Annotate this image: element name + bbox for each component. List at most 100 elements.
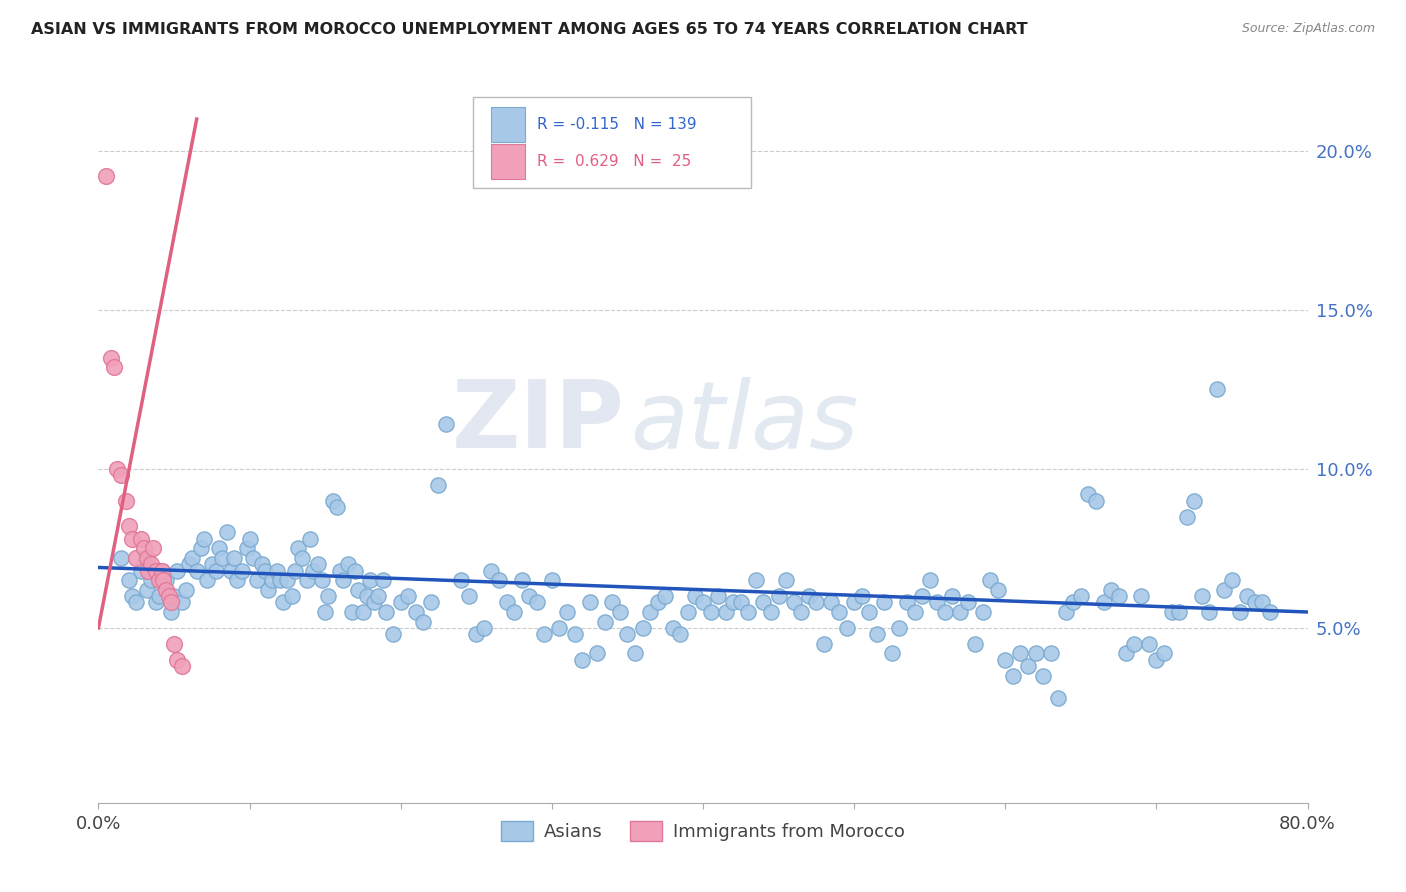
Point [434, 417, 457, 432]
Point [100, 351, 122, 365]
Point [1099, 582, 1122, 597]
Point [190, 541, 212, 556]
Point [1108, 589, 1130, 603]
Point [768, 589, 790, 603]
Point [118, 519, 141, 533]
Text: R =  0.629   N =  25: R = 0.629 N = 25 [537, 153, 692, 169]
Point [631, 621, 654, 635]
Point [896, 595, 918, 609]
Point [638, 605, 661, 619]
Point [1092, 595, 1115, 609]
Point [311, 573, 333, 587]
Point [1168, 605, 1191, 619]
Point [193, 532, 215, 546]
Point [533, 627, 555, 641]
Point [276, 573, 298, 587]
Point [121, 532, 143, 546]
Point [360, 573, 382, 587]
Point [1236, 589, 1258, 603]
Point [215, 525, 238, 540]
Point [1160, 605, 1182, 619]
Point [965, 637, 987, 651]
Point [1122, 637, 1144, 651]
Point [356, 589, 378, 603]
Point [752, 595, 775, 609]
Point [235, 541, 257, 556]
Point [246, 573, 269, 587]
Point [342, 605, 364, 619]
Point [488, 573, 510, 587]
Point [389, 595, 412, 609]
Point [314, 605, 336, 619]
Point [987, 582, 1010, 597]
Point [1115, 646, 1137, 660]
Bar [492, 107, 526, 142]
Point [145, 595, 167, 609]
Point [555, 605, 578, 619]
Point [125, 595, 148, 609]
Text: Source: ZipAtlas.com: Source: ZipAtlas.com [1241, 22, 1375, 36]
Point [121, 589, 143, 603]
Point [1070, 589, 1092, 603]
Point [979, 573, 1001, 587]
Point [790, 605, 813, 619]
Point [159, 589, 181, 603]
Point [927, 595, 949, 609]
Point [503, 605, 526, 619]
Point [224, 550, 246, 565]
Point [1220, 573, 1243, 587]
Point [201, 558, 224, 572]
Text: ZIP: ZIP [451, 376, 624, 468]
Point [593, 615, 616, 629]
Point [170, 595, 193, 609]
Point [517, 589, 540, 603]
Point [941, 589, 963, 603]
Point [1191, 589, 1213, 603]
Point [1258, 605, 1281, 619]
Point [269, 573, 291, 587]
Point [141, 573, 163, 587]
Point [110, 468, 132, 483]
Point [1001, 668, 1024, 682]
Point [692, 595, 714, 609]
Point [299, 532, 322, 546]
Point [457, 589, 479, 603]
Point [1137, 637, 1160, 651]
Point [586, 646, 609, 660]
Legend: Asians, Immigrants from Morocco: Asians, Immigrants from Morocco [494, 814, 912, 848]
Point [851, 589, 873, 603]
Point [412, 615, 434, 629]
Point [110, 550, 132, 565]
Point [363, 595, 385, 609]
Bar [492, 144, 526, 178]
Point [1144, 653, 1167, 667]
Point [266, 564, 288, 578]
Point [271, 595, 294, 609]
Point [1243, 595, 1265, 609]
Point [1054, 605, 1077, 619]
Point [813, 637, 835, 651]
Point [949, 605, 972, 619]
Point [221, 564, 243, 578]
Point [844, 595, 866, 609]
Point [1182, 493, 1205, 508]
Point [873, 595, 896, 609]
Point [1032, 668, 1054, 682]
Point [1130, 589, 1153, 603]
Point [1010, 646, 1032, 660]
Point [253, 564, 276, 578]
Point [1085, 493, 1108, 508]
Point [450, 573, 472, 587]
Point [132, 558, 155, 572]
Point [256, 582, 278, 597]
Point [1024, 646, 1046, 660]
Point [114, 493, 136, 508]
Point [972, 605, 994, 619]
Point [699, 605, 721, 619]
Point [186, 564, 208, 578]
Point [806, 595, 828, 609]
Point [730, 595, 752, 609]
Point [669, 627, 692, 641]
Point [396, 589, 419, 603]
Text: atlas: atlas [630, 377, 859, 468]
